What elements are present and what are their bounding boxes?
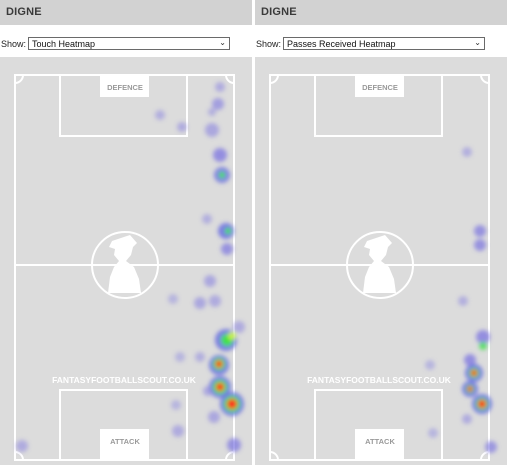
show-label: Show: bbox=[256, 39, 282, 49]
panel-header: DIGNE bbox=[255, 0, 507, 25]
touch-heatmap-panel: DIGNE Show: Touch Heatmap ⌄ bbox=[0, 0, 252, 465]
pitch: DEFENCE ATTACK FANTASYFOOTBALLSCOUT.CO.U… bbox=[0, 57, 252, 465]
player-name: DIGNE bbox=[6, 6, 42, 18]
heatmap-layer bbox=[425, 147, 497, 453]
watermark-text: FANTASYFOOTBALLSCOUT.CO.UK bbox=[52, 375, 197, 385]
show-row: Show: Passes Received Heatmap ⌄ bbox=[255, 36, 507, 54]
heatmap-layer bbox=[16, 82, 245, 452]
passes-received-heatmap-panel: DIGNE Show: Passes Received Heatmap ⌄ bbox=[255, 0, 507, 465]
pitch-lines bbox=[14, 74, 235, 461]
show-row: Show: Touch Heatmap ⌄ bbox=[0, 36, 252, 54]
defence-label: DEFENCE bbox=[107, 83, 143, 92]
defence-label: DEFENCE bbox=[362, 83, 398, 92]
select-value: Passes Received Heatmap bbox=[287, 39, 396, 49]
watermark-text: FANTASYFOOTBALLSCOUT.CO.UK bbox=[307, 375, 452, 385]
scout-silhouette-logo bbox=[108, 235, 141, 293]
chevron-down-icon: ⌄ bbox=[474, 38, 481, 47]
attack-label: ATTACK bbox=[365, 437, 395, 446]
chevron-down-icon: ⌄ bbox=[219, 38, 226, 47]
show-label: Show: bbox=[1, 39, 27, 49]
panel-header: DIGNE bbox=[0, 0, 252, 25]
heatmap-type-select[interactable]: Passes Received Heatmap ⌄ bbox=[283, 37, 485, 50]
scout-silhouette-logo bbox=[363, 235, 396, 293]
attack-label: ATTACK bbox=[110, 437, 140, 446]
player-name: DIGNE bbox=[261, 6, 297, 18]
pitch: DEFENCE ATTACK FANTASYFOOTBALLSCOUT.CO.U… bbox=[255, 57, 507, 465]
select-value: Touch Heatmap bbox=[32, 39, 96, 49]
heatmap-type-select[interactable]: Touch Heatmap ⌄ bbox=[28, 37, 230, 50]
